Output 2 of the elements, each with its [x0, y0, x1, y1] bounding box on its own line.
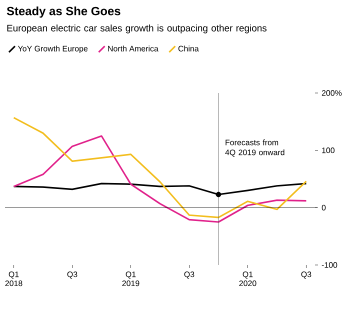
chart-subtitle: European electric car sales growth is outpacing other regions [7, 24, 267, 34]
chart-title: Steady as She Goes [6, 6, 120, 18]
